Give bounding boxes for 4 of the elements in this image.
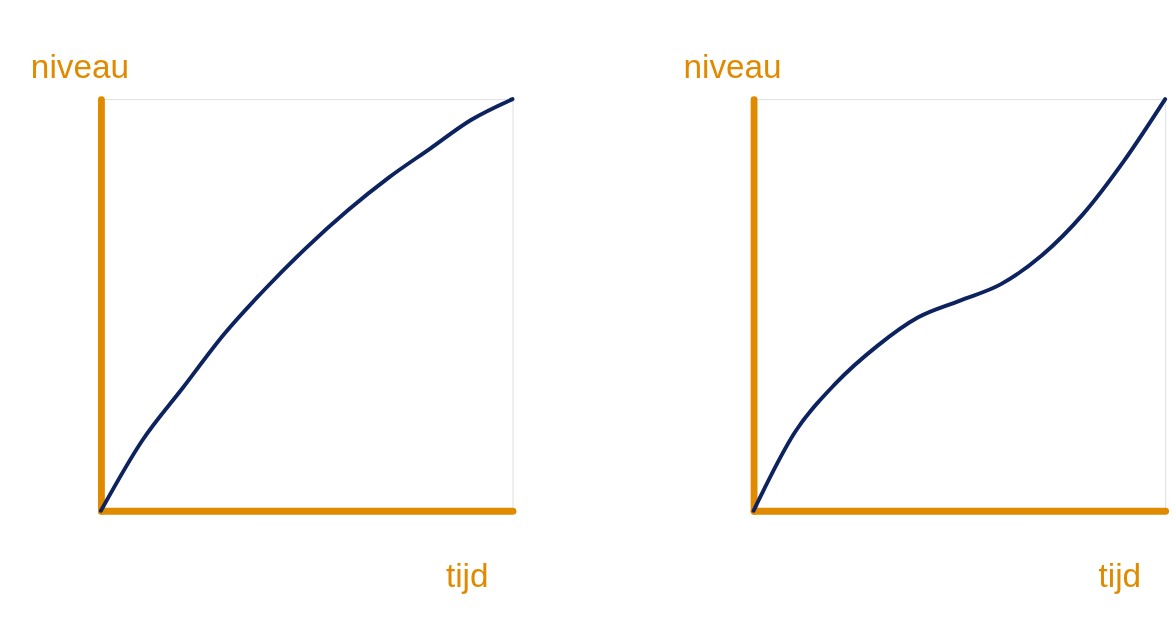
x-axis-title: tijd	[1098, 556, 1142, 594]
y-axis-title: niveau	[683, 48, 782, 86]
y-axis-title: niveau	[30, 48, 129, 86]
x-axis-title: tijd	[445, 556, 489, 594]
